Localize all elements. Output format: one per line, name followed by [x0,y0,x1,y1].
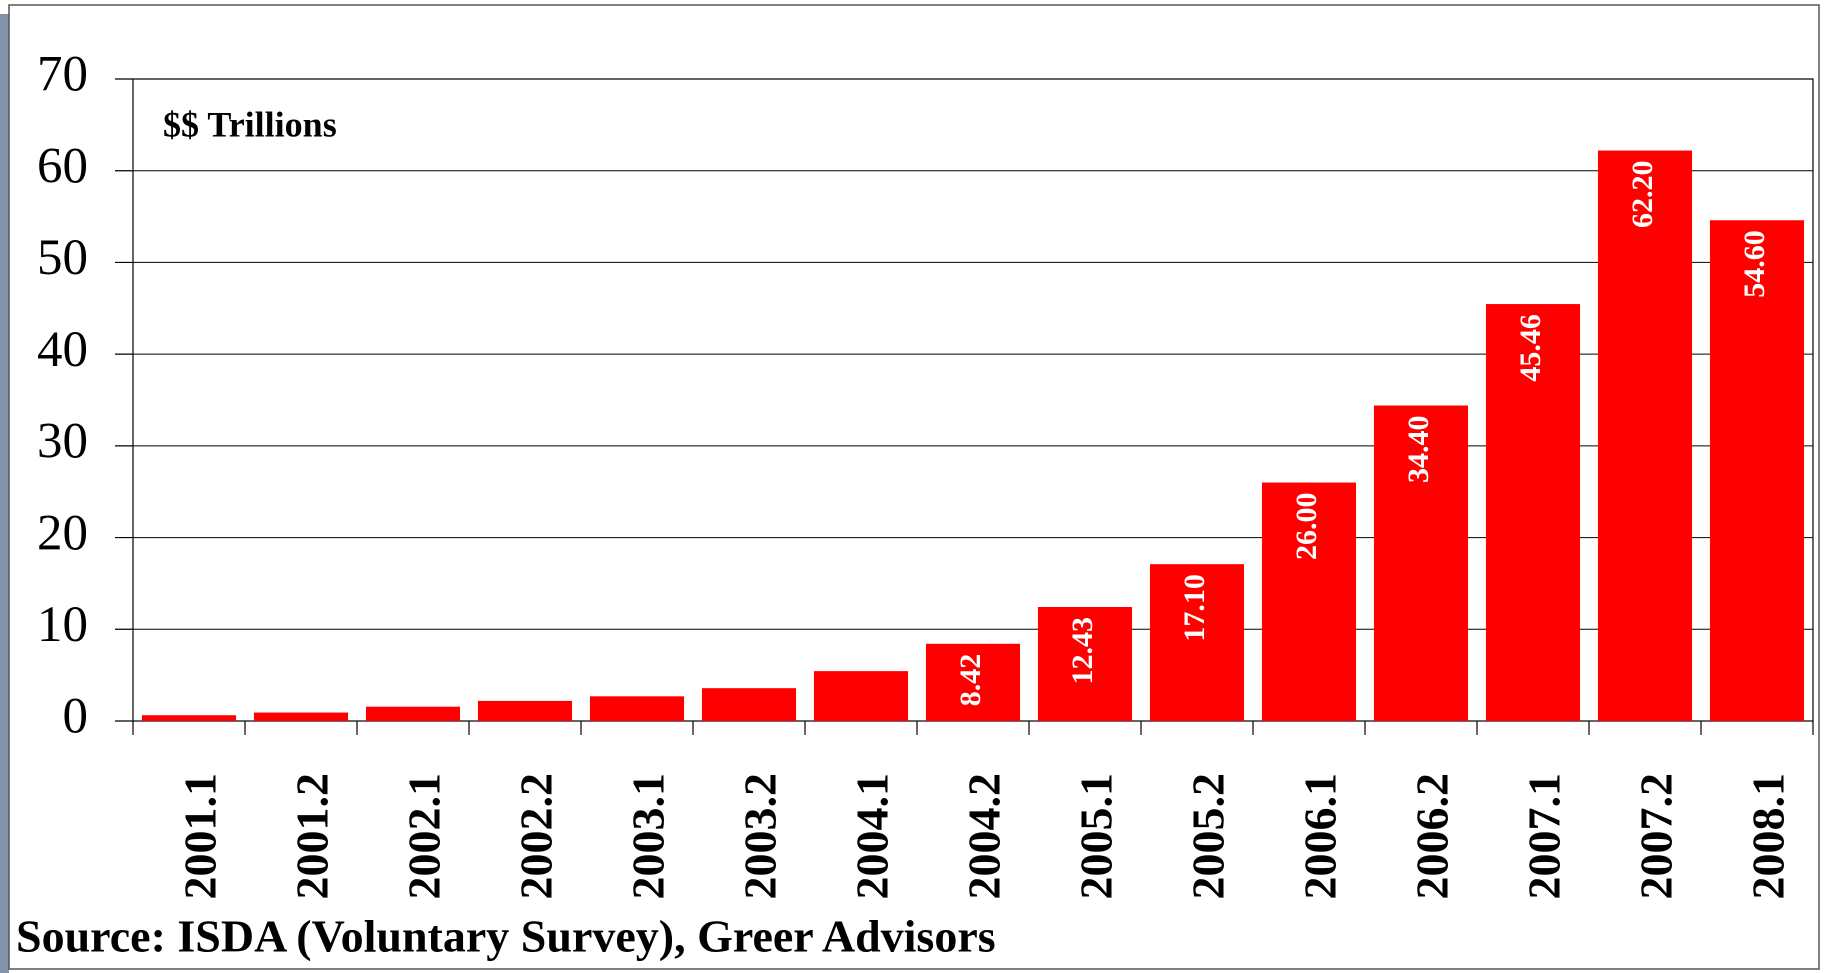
x-tick-label: 2007.2 [1631,773,1682,900]
side-strip [0,14,9,973]
x-tick-label: 2001.2 [287,773,338,900]
y-tick-label: 60 [37,138,88,194]
x-tick-label: 2005.2 [1183,773,1234,900]
bar [813,671,909,721]
value-label: 17.10 [1178,574,1211,642]
bar [1261,482,1357,721]
x-tick-label: 2006.1 [1295,773,1346,900]
x-tick-label: 2003.2 [735,773,786,900]
x-tick-label: 2005.1 [1071,773,1122,900]
value-label: 62.20 [1626,161,1659,229]
x-tick-label: 2004.1 [847,773,898,900]
bar [925,643,1021,721]
y-tick-label: 0 [63,689,89,745]
frame [8,4,1820,970]
x-tick-label: 2002.1 [399,773,450,900]
bar [141,715,237,721]
bar [1149,564,1245,721]
y-tick-label: 50 [37,230,88,286]
y-tick-label: 70 [37,47,88,103]
source-note: Source: ISDA (Voluntary Survey), Greer A… [16,911,996,962]
y-tick-label: 30 [37,414,88,470]
bar [1597,150,1693,722]
value-label: 26.00 [1290,493,1323,561]
bar [365,706,461,721]
value-label: 8.42 [954,654,987,707]
x-tick-label: 2003.1 [623,773,674,900]
y-tick-label: 40 [37,322,88,378]
bar [1485,304,1581,721]
bar [1373,405,1469,721]
y-tick-label: 20 [37,505,88,561]
bar [589,696,685,721]
bar [1709,220,1805,722]
unit-label: $$ Trillions [163,104,337,144]
x-tick-label: 2004.2 [959,773,1010,900]
x-tick-label: 2001.1 [175,773,226,900]
bar [253,712,349,721]
x-tick-label: 2007.1 [1519,773,1570,900]
value-label: 12.43 [1066,617,1099,685]
bar [477,700,573,721]
y-tick-label: 10 [37,597,88,653]
x-tick-label: 2006.2 [1407,773,1458,900]
value-label: 45.46 [1514,314,1547,382]
value-label: 54.60 [1738,230,1771,297]
x-tick-label: 2008.1 [1743,773,1794,900]
x-tick-label: 2002.2 [511,773,562,900]
bar [1037,606,1133,721]
bar [701,688,797,721]
value-label: 34.40 [1402,416,1435,484]
